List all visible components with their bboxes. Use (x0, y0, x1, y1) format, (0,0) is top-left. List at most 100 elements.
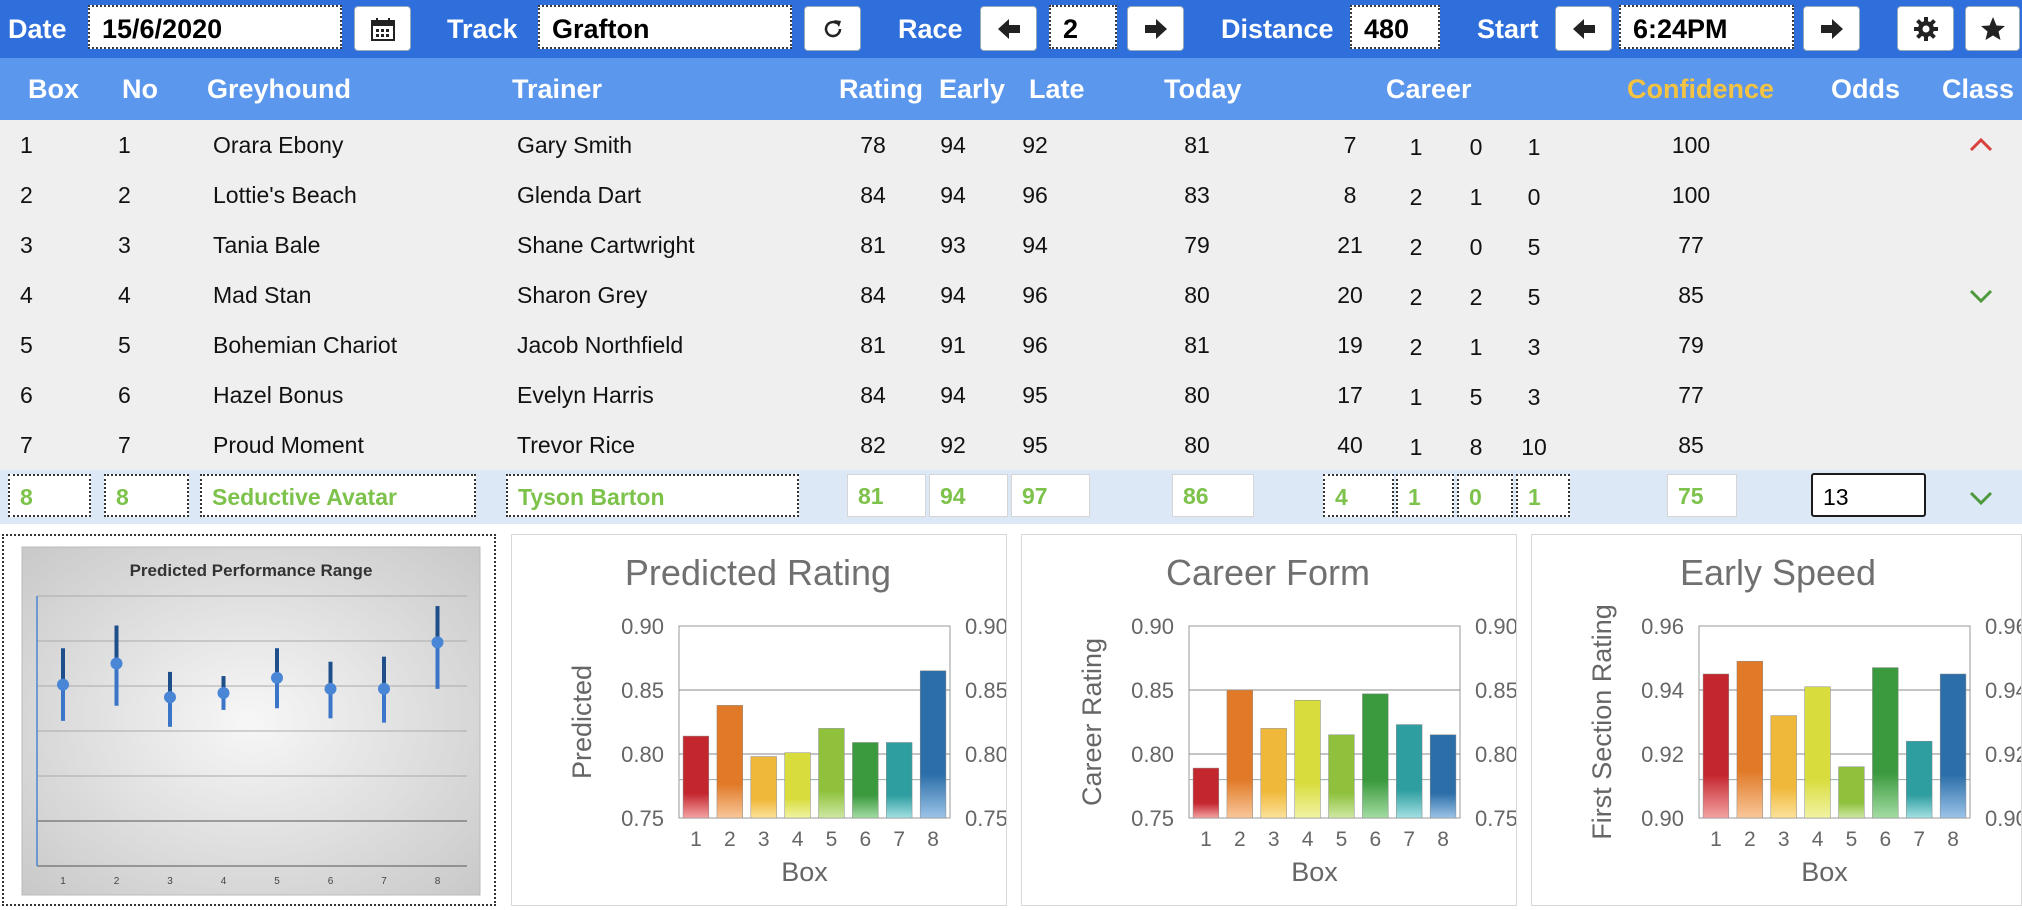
y-tick-label-right: 0.94 (1985, 678, 2021, 703)
selected-confidence[interactable]: 75 (1667, 474, 1737, 517)
col-trainer[interactable]: Trainer (512, 74, 603, 104)
y-axis-label: First Section Rating (1587, 604, 1617, 840)
table-row[interactable]: 6 6 Hazel Bonus Evelyn Harris 84 94 95 80 17 1 5 3 7… (0, 370, 2022, 420)
cell-box: 5 (20, 332, 33, 358)
range-point (378, 682, 390, 695)
cell-career-wins: 1 (1409, 434, 1423, 460)
cell-confidence: 100 (1671, 182, 1711, 208)
range-point (431, 636, 444, 649)
chart-title: Predicted Rating (625, 552, 891, 593)
x-tick-label: 7 (381, 876, 387, 887)
track-label: Track (447, 14, 518, 44)
x-tick-label: 4 (1302, 828, 1314, 851)
selected-runner-row[interactable]: 8 8 Seductive Avatar Tyson Barton 81 94 … (0, 470, 2022, 524)
y-tick-label-left: 0.96 (1641, 614, 1684, 639)
cell-rating: 84 (860, 282, 886, 308)
selected-greyhound[interactable]: Seductive Avatar (200, 474, 476, 517)
race-prev-button[interactable] (980, 6, 1037, 51)
cell-career-seconds: 0 (1469, 134, 1483, 160)
col-early[interactable]: Early (939, 74, 1006, 104)
date-field[interactable]: 15/6/2020 (88, 5, 342, 49)
table-row[interactable]: 5 5 Bohemian Chariot Jacob Northfield 81 91 96… (0, 320, 2022, 370)
cell-rating: 82 (860, 432, 886, 458)
col-today[interactable]: Today (1164, 74, 1242, 104)
selected-trainer[interactable]: Tyson Barton (506, 474, 799, 517)
selected-career-thirds[interactable]: 1 (1516, 474, 1570, 517)
selected-career-seconds[interactable]: 0 (1457, 474, 1513, 517)
cell-greyhound: Hazel Bonus (213, 382, 344, 408)
x-tick-label: 8 (1947, 828, 1959, 851)
x-tick-label: 6 (1369, 828, 1381, 851)
bar (1260, 728, 1287, 819)
x-tick-label: 5 (826, 828, 838, 851)
col-class[interactable]: Class (1942, 74, 2015, 104)
settings-button[interactable] (1897, 6, 1954, 51)
cell-early: 94 (940, 182, 966, 208)
arrow-right-icon (1820, 18, 1843, 39)
col-rating[interactable]: Rating (839, 74, 923, 104)
race-field[interactable]: 2 (1049, 5, 1117, 49)
y-axis-label: Career Rating (1077, 638, 1107, 806)
start-next-button[interactable] (1803, 6, 1860, 51)
selected-no[interactable]: 8 (104, 474, 189, 517)
selected-box[interactable]: 8 (8, 474, 91, 517)
y-tick-label-left: 0.80 (1131, 742, 1174, 767)
table-row[interactable]: 2 2 Lottie's Beach Glenda Dart 84 94 96 83 8 2 1 0 1… (0, 170, 2022, 220)
track-field[interactable]: Grafton (538, 5, 792, 49)
col-greyhound[interactable]: Greyhound (207, 74, 352, 104)
selected-rating[interactable]: 81 (847, 474, 926, 517)
cell-career-seconds: 0 (1469, 234, 1483, 260)
favorite-button[interactable] (1965, 6, 2020, 51)
cell-trainer: Jacob Northfield (517, 332, 684, 358)
table-row[interactable]: 7 7 Proud Moment Trevor Rice 82 92 95 80 40 1 8 10 8… (0, 420, 2022, 470)
y-tick-label-left: 0.75 (621, 806, 664, 831)
cell-career-seconds: 5 (1469, 384, 1483, 410)
selected-career-wins[interactable]: 1 (1396, 474, 1454, 517)
x-axis-label: Box (1291, 857, 1338, 887)
bar (1328, 734, 1355, 819)
bar (886, 742, 913, 819)
cell-career-thirds: 3 (1527, 384, 1541, 410)
table-row[interactable]: 4 4 Mad Stan Sharon Grey 84 94 96 80 20 2 2 5 85 (0, 270, 2022, 320)
race-next-button[interactable] (1127, 6, 1184, 51)
start-time-field[interactable]: 6:24PM (1619, 5, 1794, 49)
cell-box: 2 (20, 182, 33, 208)
cell-no: 2 (118, 182, 131, 208)
selected-late[interactable]: 97 (1011, 474, 1090, 517)
chevron-down-icon (1969, 289, 1993, 304)
selected-early[interactable]: 94 (929, 474, 1008, 517)
chart-title: Career Form (1166, 552, 1370, 593)
cell-today: 80 (1184, 382, 1210, 408)
cell-no: 6 (118, 382, 131, 408)
col-late[interactable]: Late (1029, 74, 1085, 104)
selected-today[interactable]: 86 (1172, 474, 1254, 517)
cell-late: 96 (1022, 332, 1048, 358)
cell-greyhound: Orara Ebony (213, 132, 344, 158)
start-prev-button[interactable] (1555, 6, 1612, 51)
star-icon (1980, 16, 2005, 40)
selected-career-starts[interactable]: 4 (1323, 474, 1394, 517)
col-confidence[interactable]: Confidence (1627, 74, 1775, 104)
odds-input[interactable]: 13 (1811, 473, 1926, 517)
y-tick-label-right: 0.80 (965, 742, 1006, 767)
predicted-rating-panel: Predicted Rating 0.90 0.90 0.85 0.85 0.80 0.80… (511, 534, 1008, 906)
cell-rating: 84 (860, 382, 886, 408)
table-header: Box No Greyhound Trainer Rating Early La… (0, 58, 2022, 120)
col-no[interactable]: No (122, 74, 158, 104)
x-tick-label: 8 (927, 828, 939, 851)
table-row[interactable]: 3 3 Tania Bale Shane Cartwright 81 93 94 79 21 2 0… (0, 220, 2022, 270)
col-career[interactable]: Career (1386, 74, 1472, 104)
cell-confidence: 77 (1678, 382, 1704, 408)
calendar-button[interactable] (354, 6, 411, 51)
y-tick-label-right: 0.90 (1985, 806, 2021, 831)
cell-box: 1 (20, 132, 33, 158)
table-row[interactable]: 1 1 Orara Ebony Gary Smith 78 94 92 81 7 1 0 1 100 (0, 120, 2022, 170)
distance-field[interactable]: 480 (1350, 5, 1440, 49)
x-tick-label: 3 (1268, 828, 1280, 851)
col-box[interactable]: Box (28, 74, 80, 104)
col-odds[interactable]: Odds (1831, 74, 1901, 104)
cell-early: 94 (940, 382, 966, 408)
refresh-button[interactable] (804, 6, 861, 51)
cell-trainer: Shane Cartwright (517, 232, 695, 258)
chevron-up-icon (1969, 137, 1993, 152)
